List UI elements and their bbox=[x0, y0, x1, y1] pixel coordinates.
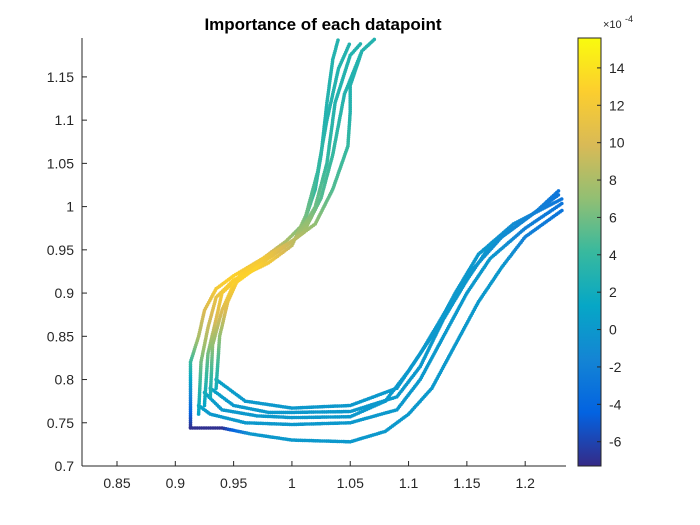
y-tick-label: 0.85 bbox=[47, 328, 74, 344]
colorbar-gradient bbox=[577, 37, 602, 467]
colorbar-tick-label: 4 bbox=[609, 247, 617, 263]
data-point bbox=[358, 42, 363, 46]
colorbar-tick-label: -6 bbox=[609, 434, 622, 450]
y-tick-label: 0.8 bbox=[55, 372, 75, 388]
data-points bbox=[188, 37, 564, 444]
x-tick-label: 0.95 bbox=[220, 475, 247, 491]
data-point bbox=[372, 37, 377, 42]
colorbar-tick-label: 12 bbox=[609, 97, 625, 113]
y-tick-label: 1 bbox=[66, 199, 74, 215]
data-point bbox=[336, 38, 340, 42]
x-tick-label: 1.1 bbox=[399, 475, 419, 491]
colorbar-exponent-power: -4 bbox=[625, 14, 633, 24]
data-point bbox=[559, 197, 564, 201]
y-tick-label: 0.75 bbox=[47, 415, 74, 431]
chart-title: Importance of each datapoint bbox=[204, 15, 441, 34]
y-tick-label: 1.1 bbox=[55, 112, 75, 128]
data-point bbox=[560, 201, 564, 206]
y-tick-label: 0.7 bbox=[55, 458, 75, 474]
x-tick-label: 0.85 bbox=[103, 475, 130, 491]
data-point bbox=[560, 208, 564, 213]
colorbar-tick-label: 14 bbox=[609, 60, 625, 76]
y-tick-label: 0.95 bbox=[47, 242, 74, 258]
axes: 0.85 0.9 0.95 1 1.05 1.1 1.15 1.2 0.7 0.75 0.8 0.85… bbox=[47, 38, 566, 491]
colorbar: ×10 -4 -6 -4 -2 0 2 4 6 8 10 12 14 bbox=[577, 14, 633, 467]
colorbar-tick-label: 6 bbox=[609, 209, 617, 225]
colorbar-tick-label: 2 bbox=[609, 284, 617, 300]
colorbar-tick-label: 10 bbox=[609, 135, 625, 151]
data-point bbox=[347, 42, 352, 47]
y-tick-label: 1.05 bbox=[47, 155, 74, 171]
x-tick-label: 1.15 bbox=[453, 475, 480, 491]
data-point bbox=[359, 51, 364, 55]
colorbar-tick-label: -2 bbox=[609, 359, 622, 375]
colorbar-tick-label: 8 bbox=[609, 172, 617, 188]
y-tick-label: 1.15 bbox=[47, 69, 74, 85]
y-tick-label: 0.9 bbox=[55, 285, 75, 301]
x-tick-label: 1.2 bbox=[515, 475, 535, 491]
colorbar-exponent-base: ×10 bbox=[603, 19, 622, 31]
x-tick-label: 1 bbox=[288, 475, 296, 491]
x-tick-label: 0.9 bbox=[166, 475, 186, 491]
colorbar-tick-label: 0 bbox=[609, 322, 617, 338]
x-tick-label: 1.05 bbox=[337, 475, 364, 491]
data-point bbox=[556, 189, 561, 193]
colorbar-tick-label: -4 bbox=[609, 396, 622, 412]
